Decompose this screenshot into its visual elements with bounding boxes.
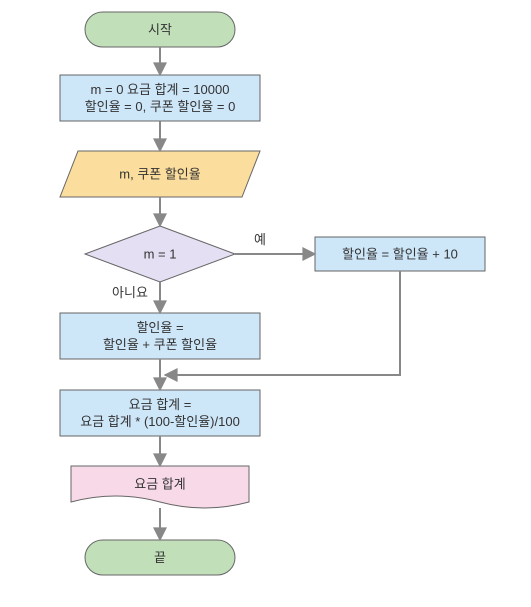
edge-label: 예 bbox=[254, 232, 266, 247]
node-text: 할인율 = 0, 쿠폰 할인율 = 0 bbox=[85, 99, 236, 114]
node-text: m = 1 bbox=[144, 246, 177, 261]
node-text: 할인율 + 쿠폰 할인율 bbox=[103, 337, 217, 352]
node-input: m, 쿠폰 할인율 bbox=[60, 151, 260, 197]
node-text: m, 쿠폰 할인율 bbox=[119, 166, 201, 181]
node-text: 할인율 = 할인율 + 10 bbox=[342, 246, 458, 261]
node-dec: m = 1 bbox=[85, 226, 235, 282]
node-yesproc: 할인율 = 할인율 + 10 bbox=[315, 237, 485, 271]
node-end: 끝 bbox=[85, 540, 235, 575]
node-start: 시작 bbox=[85, 12, 235, 47]
node-text: 끝 bbox=[154, 550, 166, 565]
node-text: 요금 합계 bbox=[134, 476, 185, 491]
node-text: m = 0 요금 합계 = 10000 bbox=[91, 82, 230, 97]
node-noproc: 할인율 = 할인율 + 쿠폰 할인율 bbox=[60, 313, 260, 359]
node-text: 시작 bbox=[148, 22, 172, 37]
node-init: m = 0 요금 합계 = 10000 할인율 = 0, 쿠폰 할인율 = 0 bbox=[60, 75, 260, 121]
node-calc: 요금 합계 = 요금 합계 * (100-할인율)/100 bbox=[60, 390, 260, 436]
node-text: 요금 합계 * (100-할인율)/100 bbox=[80, 414, 240, 429]
edge-label: 아니요 bbox=[112, 285, 148, 300]
node-out: 요금 합계 bbox=[71, 466, 249, 508]
node-text: 요금 합계 = bbox=[129, 397, 192, 412]
node-text: 할인율 = bbox=[136, 320, 183, 335]
